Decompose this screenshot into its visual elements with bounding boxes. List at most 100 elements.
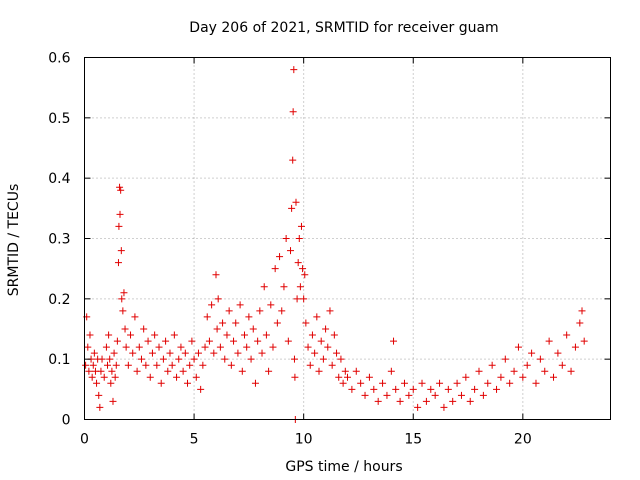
data-point: [290, 355, 298, 363]
data-point: [254, 337, 262, 345]
data-point: [383, 391, 391, 399]
x-tick-label: 5: [190, 432, 199, 448]
data-point: [302, 319, 310, 327]
data-point: [294, 259, 302, 267]
data-point: [190, 355, 198, 363]
data-point: [216, 343, 224, 351]
data-point: [449, 397, 457, 405]
data-point: [197, 385, 205, 393]
data-point: [536, 355, 544, 363]
data-point: [488, 361, 496, 369]
data-point: [341, 367, 349, 375]
data-point: [122, 343, 130, 351]
data-point: [113, 337, 121, 345]
data-point: [227, 361, 235, 369]
data-point: [390, 337, 398, 345]
data-point: [194, 349, 202, 357]
data-point: [131, 313, 139, 321]
data-point: [88, 373, 96, 381]
data-point: [392, 385, 400, 393]
data-point: [267, 301, 275, 309]
data-point: [157, 379, 165, 387]
y-tick-label: 0.5: [48, 111, 70, 127]
data-point: [175, 355, 183, 363]
data-point: [352, 367, 360, 375]
data-point: [133, 367, 141, 375]
data-point: [124, 361, 132, 369]
data-point: [484, 379, 492, 387]
data-point: [181, 349, 189, 357]
axis-ticks: [84, 57, 611, 420]
data-point: [514, 343, 522, 351]
data-point: [365, 373, 373, 381]
data-point: [221, 355, 229, 363]
data-point: [108, 367, 116, 375]
data-point: [95, 391, 103, 399]
data-point: [148, 349, 156, 357]
chart-title: Day 206 of 2021, SRMTID for receiver gua…: [189, 20, 498, 36]
y-tick-label: 0.4: [48, 171, 70, 187]
data-point: [245, 313, 253, 321]
data-point: [269, 343, 277, 351]
data-point: [173, 373, 181, 381]
data-point: [120, 289, 128, 297]
data-point: [374, 397, 382, 405]
data-point: [188, 337, 196, 345]
data-point: [258, 349, 266, 357]
data-point: [105, 331, 113, 339]
y-tick-label: 0.2: [48, 292, 70, 308]
data-point: [117, 186, 125, 194]
data-point: [563, 331, 571, 339]
data-point: [144, 337, 152, 345]
data-point: [293, 295, 301, 303]
data-point: [558, 361, 566, 369]
data-point: [571, 343, 579, 351]
data-point: [115, 222, 123, 230]
data-point: [164, 367, 172, 375]
data-point: [287, 247, 295, 255]
data-point: [528, 349, 536, 357]
data-point: [121, 325, 129, 333]
data-point: [243, 343, 251, 351]
data-point: [251, 379, 259, 387]
data-point: [219, 319, 227, 327]
data-point: [214, 295, 222, 303]
x-axis-label: GPS time / hours: [285, 459, 402, 475]
data-point: [541, 367, 549, 375]
data-point: [153, 361, 161, 369]
data-point: [111, 373, 119, 381]
data-point: [387, 367, 395, 375]
data-point: [550, 373, 558, 381]
data-point: [304, 343, 312, 351]
data-point: [453, 379, 461, 387]
data-point: [137, 355, 145, 363]
data-point: [127, 331, 135, 339]
data-point: [278, 307, 286, 315]
data-point: [232, 319, 240, 327]
data-point: [96, 403, 104, 411]
data-point: [291, 373, 299, 381]
data-point: [580, 337, 588, 345]
data-point: [273, 319, 281, 327]
y-tick-label: 0.3: [48, 232, 70, 248]
data-point: [84, 343, 92, 351]
data-point: [225, 307, 233, 315]
data-point: [370, 385, 378, 393]
data-point: [118, 295, 126, 303]
data-point: [567, 367, 575, 375]
data-point: [249, 325, 257, 333]
data-point: [177, 343, 185, 351]
data-point: [184, 379, 192, 387]
data-point: [114, 259, 122, 267]
data-point: [532, 379, 540, 387]
data-point: [357, 379, 365, 387]
data-point: [140, 325, 148, 333]
data-point: [205, 337, 213, 345]
data-point: [82, 361, 90, 369]
data-point: [322, 325, 330, 333]
data-point: [292, 198, 300, 206]
data-point: [97, 367, 105, 375]
data-point: [335, 373, 343, 381]
data-point: [510, 367, 518, 375]
data-point: [208, 301, 216, 309]
